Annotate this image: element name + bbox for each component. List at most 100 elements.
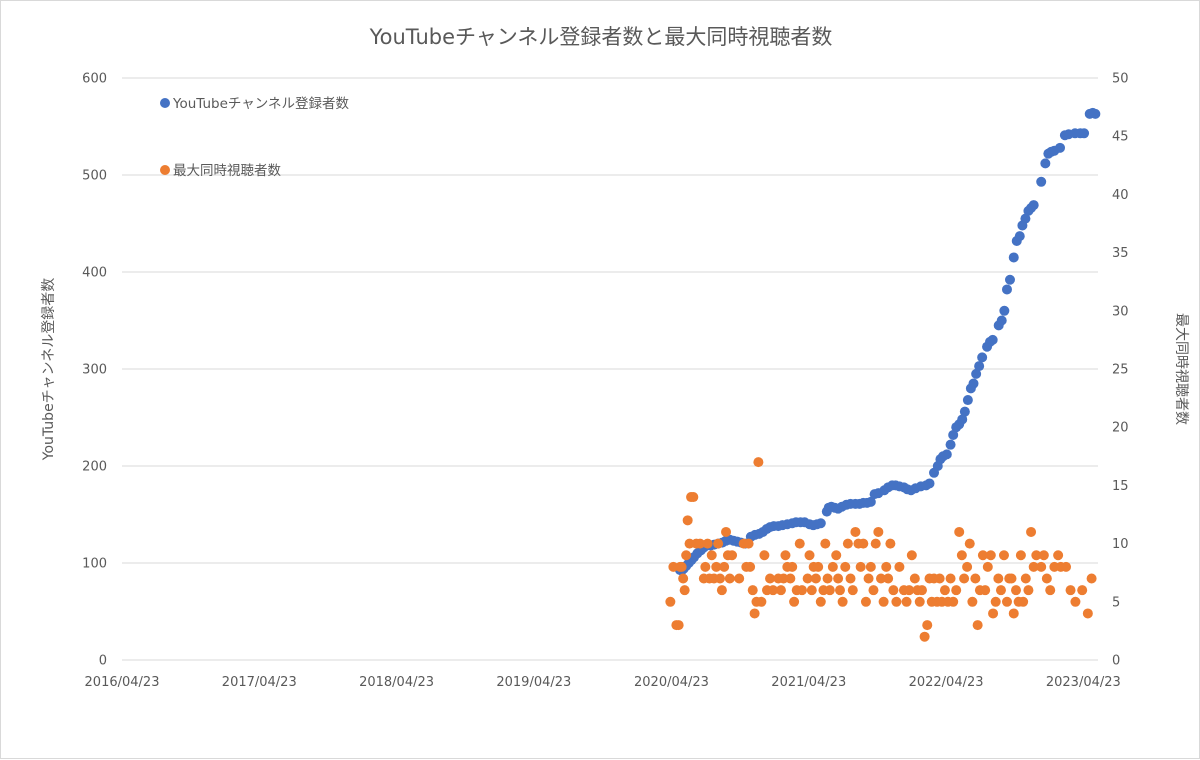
viewer-point	[914, 596, 925, 607]
viewer-point	[873, 526, 884, 537]
viewer-point	[870, 538, 881, 549]
viewer-point	[998, 550, 1009, 561]
viewer-point	[847, 585, 858, 596]
viewer-point	[1008, 608, 1019, 619]
viewer-point	[1026, 526, 1037, 537]
x-tick-label: 2020/04/23	[634, 675, 709, 690]
right-tick-label: 25	[1112, 363, 1129, 378]
viewer-point	[1070, 596, 1081, 607]
right-tick-label: 0	[1112, 654, 1120, 669]
viewer-point	[967, 596, 978, 607]
legend[interactable]: YouTubeチャンネル登録者数 最大同時視聴者数	[160, 96, 349, 179]
viewer-point	[682, 515, 693, 526]
subscriber-point	[1020, 213, 1031, 224]
viewer-point	[747, 585, 758, 596]
viewer-point	[858, 538, 869, 549]
viewer-point	[815, 596, 826, 607]
legend-label-subscribers: YouTubeチャンネル登録者数	[172, 96, 349, 112]
viewer-point	[1082, 608, 1093, 619]
viewer-point	[734, 573, 745, 584]
subscriber-point	[999, 305, 1010, 316]
viewer-point	[948, 596, 959, 607]
left-tick-label: 300	[82, 363, 107, 378]
right-axis-ticks: 0 5 10 15 20 25 30 35 40 45 50	[1112, 72, 1129, 669]
viewer-point	[1086, 573, 1097, 584]
viewer-point	[679, 585, 690, 596]
legend-item-subscribers[interactable]: YouTubeチャンネル登録者数	[160, 96, 349, 112]
subscriber-point	[1040, 158, 1051, 169]
viewer-point	[765, 573, 776, 584]
viewer-point	[945, 573, 956, 584]
viewer-point	[1011, 585, 1022, 596]
viewer-point	[922, 620, 933, 631]
subscriber-point	[1079, 128, 1090, 139]
viewer-point	[863, 573, 874, 584]
viewer-point	[956, 550, 967, 561]
x-tick-label: 2022/04/23	[909, 675, 984, 690]
subscriber-point	[815, 518, 826, 529]
viewer-point	[904, 585, 915, 596]
right-tick-label: 15	[1112, 479, 1129, 494]
legend-item-viewers[interactable]: 最大同時視聴者数	[160, 163, 281, 179]
right-tick-label: 20	[1112, 421, 1129, 436]
viewer-point	[1061, 561, 1072, 572]
subscriber-point	[941, 449, 952, 460]
viewer-point	[827, 561, 838, 572]
viewer-point	[721, 526, 732, 537]
x-tick-label: 2017/04/23	[222, 675, 297, 690]
viewer-point	[1041, 573, 1052, 584]
viewer-point	[706, 550, 717, 561]
subscriber-point	[945, 439, 956, 450]
viewer-point	[681, 550, 692, 561]
viewer-point	[860, 596, 871, 607]
viewer-point	[881, 561, 892, 572]
viewer-point	[985, 550, 996, 561]
subscriber-point	[865, 496, 876, 507]
viewer-point	[878, 596, 889, 607]
viewer-point	[810, 573, 821, 584]
subscriber-point	[1036, 176, 1047, 187]
x-tick-label: 2019/04/23	[496, 675, 571, 690]
viewer-point	[719, 561, 730, 572]
viewer-point	[794, 538, 805, 549]
viewer-point	[745, 561, 756, 572]
viewer-point	[727, 550, 738, 561]
left-tick-label: 100	[82, 557, 107, 572]
viewer-point	[972, 620, 983, 631]
viewer-point	[802, 573, 813, 584]
viewer-point	[743, 538, 754, 549]
x-tick-label: 2018/04/23	[359, 675, 434, 690]
viewer-point	[970, 573, 981, 584]
viewer-point	[959, 573, 970, 584]
viewer-point	[1001, 596, 1012, 607]
left-axis-ticks: 0 100 200 300 400 500 600	[82, 72, 107, 669]
subscriber-point	[974, 361, 985, 372]
viewer-point	[756, 596, 767, 607]
viewer-point	[1018, 596, 1029, 607]
grid-layer	[122, 77, 1098, 661]
viewer-point	[1028, 561, 1039, 572]
viewer-point	[837, 596, 848, 607]
subscriber-point	[968, 378, 979, 389]
viewer-point	[834, 585, 845, 596]
right-tick-label: 35	[1112, 246, 1129, 261]
viewer-point	[713, 538, 724, 549]
viewer-point	[894, 561, 905, 572]
viewer-point	[1077, 585, 1088, 596]
subscriber-point	[1028, 200, 1039, 211]
viewer-point	[1015, 550, 1026, 561]
viewer-point	[813, 561, 824, 572]
right-tick-label: 10	[1112, 537, 1129, 552]
left-axis-title: YouTubeチャンネル登録者数	[41, 278, 57, 462]
series-viewers	[665, 457, 1097, 642]
viewer-point	[753, 457, 764, 468]
viewer-point	[982, 561, 993, 572]
viewer-point	[688, 492, 699, 503]
subscriber-point	[948, 429, 959, 440]
viewer-point	[822, 573, 833, 584]
viewer-point	[1053, 550, 1064, 561]
viewer-point	[939, 585, 950, 596]
viewer-point	[1045, 585, 1056, 596]
